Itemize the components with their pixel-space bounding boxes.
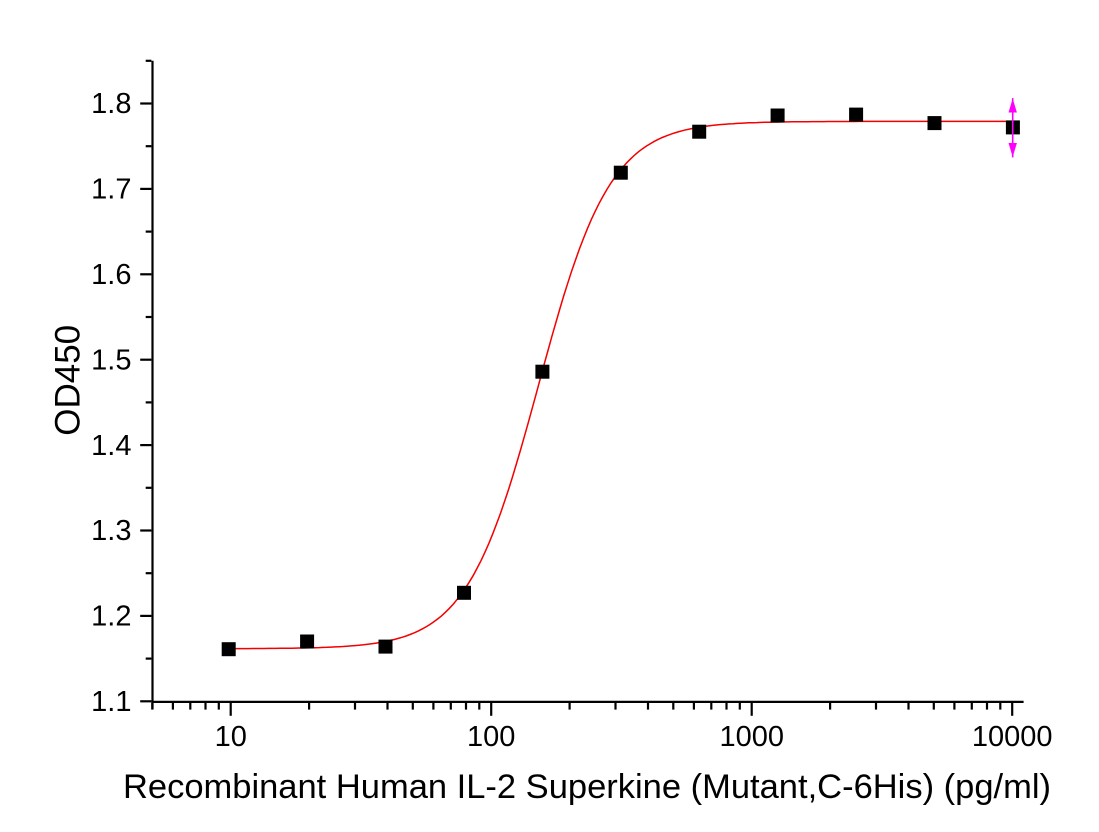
svg-text:Recombinant Human IL-2 Superki: Recombinant Human IL-2 Superkine (Mutant…: [123, 768, 1051, 806]
svg-text:100: 100: [467, 721, 515, 753]
svg-text:10000: 10000: [972, 721, 1053, 753]
svg-text:1.5: 1.5: [91, 344, 131, 376]
svg-text:1.6: 1.6: [91, 259, 131, 291]
svg-text:OD450: OD450: [49, 325, 88, 436]
svg-text:1.4: 1.4: [91, 430, 131, 462]
svg-text:1.7: 1.7: [91, 174, 131, 206]
svg-text:10: 10: [215, 721, 247, 753]
svg-text:1000: 1000: [719, 721, 784, 753]
svg-text:1.2: 1.2: [91, 601, 131, 633]
svg-text:1.8: 1.8: [91, 88, 131, 120]
svg-text:1.3: 1.3: [91, 515, 131, 547]
svg-text:1.1: 1.1: [91, 686, 131, 718]
